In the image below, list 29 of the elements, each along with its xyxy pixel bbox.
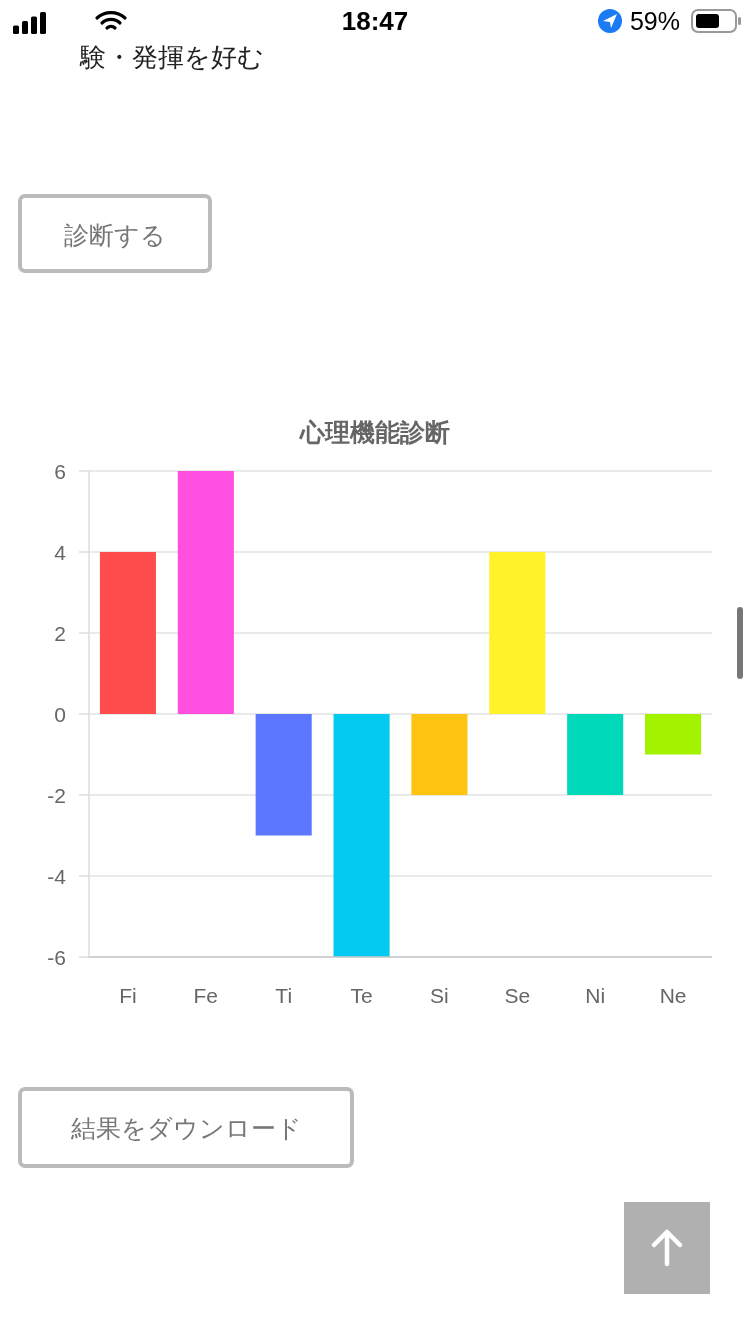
bar xyxy=(99,552,156,714)
chart-title: 心理機能診断 xyxy=(299,418,450,446)
bar xyxy=(411,714,468,795)
x-tick-label: Te xyxy=(350,983,373,1007)
x-tick-label: Ti xyxy=(275,983,293,1007)
text: 験・発揮を好む xyxy=(79,42,264,72)
x-tick-label: Fe xyxy=(193,983,219,1007)
text: 診断する xyxy=(64,221,166,249)
bar xyxy=(255,714,312,836)
y-tick-label: 6 xyxy=(54,459,66,483)
x-tick-label: Si xyxy=(430,983,449,1007)
x-tick-label: Ne xyxy=(659,983,687,1007)
bar xyxy=(177,471,234,714)
y-tick-label: 2 xyxy=(54,621,66,645)
y-tick-label: -6 xyxy=(47,945,66,969)
bar xyxy=(333,714,390,957)
text: 59% xyxy=(629,7,681,35)
y-tick-label: 4 xyxy=(54,540,67,564)
bar xyxy=(645,714,702,755)
y-tick-label: -2 xyxy=(47,783,66,807)
x-tick-label: Fi xyxy=(119,983,137,1007)
bar xyxy=(489,552,546,714)
bar xyxy=(567,714,624,795)
x-tick-label: Ni xyxy=(585,983,606,1007)
text: 18:47 xyxy=(341,6,409,36)
x-tick-label: Se xyxy=(504,983,531,1007)
y-tick-label: -4 xyxy=(47,864,67,888)
y-tick-label: 0 xyxy=(54,702,66,726)
text: 結果をダウンロード xyxy=(69,1114,302,1142)
